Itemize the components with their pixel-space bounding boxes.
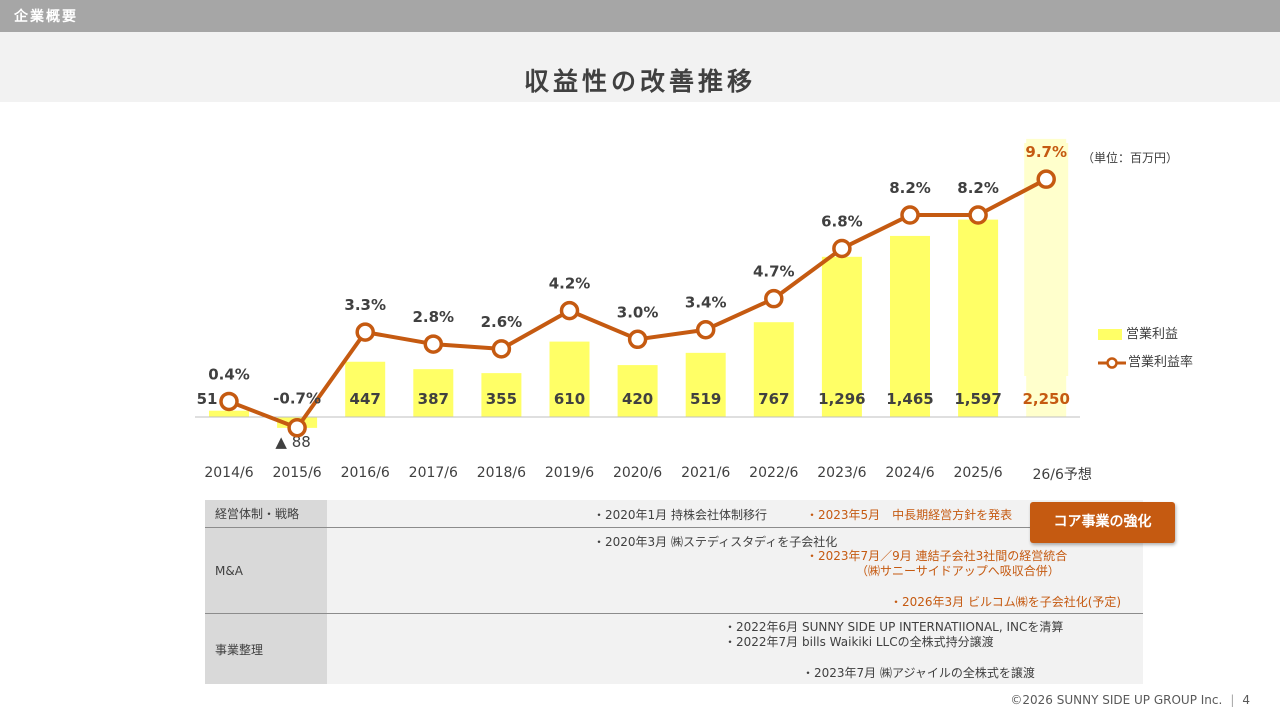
bar-2: [345, 361, 386, 417]
bar-label-12: 2,250: [1022, 390, 1069, 408]
rate-point-8: [764, 288, 784, 309]
rate-point-2: [355, 322, 375, 342]
bar-10: [890, 235, 930, 417]
section-header-bar: 企業概要: [0, 0, 1280, 32]
rate-point-12: [1036, 169, 1056, 189]
note-steady-study: ・2020年3月 ㈱ステディスタディを子会社化: [593, 535, 838, 549]
rate-label-10: 8.2%: [889, 179, 931, 197]
bar-label-0: 51: [197, 390, 218, 408]
bar-11: [958, 219, 999, 417]
page-number: 4: [1242, 693, 1250, 707]
table-row-restructuring: 事業整理: [205, 614, 1143, 684]
row-label-strategy: 経営体制・戦略: [205, 500, 327, 527]
x-tick-2: 2016/6: [341, 465, 390, 481]
x-tick-9: 2023/6: [817, 465, 866, 481]
rate-point-4: [491, 339, 512, 359]
section-label: 企業概要: [14, 9, 78, 25]
note-holding-company: ・2020年1月 持株会社体制移行: [593, 508, 767, 522]
title-band: 収益性の改善推移: [0, 32, 1280, 102]
note-midterm-policy: ・2023年5月 中長期経営方針を発表: [806, 508, 1013, 522]
bar-label-10: 1,465: [886, 390, 933, 408]
copyright: ©2026 SUNNY SIDE UP GROUP Inc.: [1010, 693, 1223, 707]
x-tick-12: 26/6予想: [1032, 467, 1091, 483]
x-tick-3: 2017/6: [409, 465, 458, 481]
bar-0: [209, 410, 249, 417]
rate-label-4: 2.6%: [481, 313, 523, 331]
legend-line-marker-icon: [1098, 356, 1126, 369]
x-tick-0: 2014/6: [204, 465, 253, 481]
x-tick-1: 2015/6: [272, 465, 321, 481]
core-business-badge: コア事業の強化: [1030, 502, 1175, 543]
rate-label-6: 3.0%: [617, 303, 659, 321]
note-billcom: ・2026年3月 ビルコム㈱を子会社化(予定): [890, 595, 1122, 609]
rate-point-6: [627, 329, 648, 350]
bar-label-11: 1,597: [954, 390, 1001, 408]
bar-label-4: 355: [486, 390, 517, 408]
x-tick-11: 2025/6: [953, 465, 1002, 481]
legend-bar: 営業利益: [1098, 323, 1178, 342]
x-tick-8: 2022/6: [749, 465, 798, 481]
bar-label-5: 610: [554, 390, 585, 408]
profit-chart: 51 ▲ 88 447 387 355 610 420 519 767 1,296 1,465 1,5…: [195, 138, 1092, 483]
unit-label: （単位：百万円）: [1082, 151, 1179, 165]
rate-point-3: [423, 334, 444, 354]
page-title: 収益性の改善推移: [523, 67, 756, 96]
table-row-strategy: 経営体制・戦略: [205, 500, 1143, 528]
bar-label-3: 387: [418, 390, 449, 408]
rate-label-0: 0.4%: [208, 365, 250, 383]
note-merger-detail: （㈱サニーサイドアップへ吸収合併）: [856, 564, 1060, 578]
x-tick-7: 2021/6: [681, 465, 730, 481]
rate-point-11: [968, 205, 988, 225]
footer: ©2026 SUNNY SIDE UP GROUP Inc. | 4: [1010, 693, 1250, 707]
rate-label-11: 8.2%: [957, 179, 999, 197]
table-row-ma: M&A: [205, 528, 1143, 614]
legend-line: 営業利益率: [1098, 351, 1193, 370]
x-tick-4: 2018/6: [477, 465, 526, 481]
bar-6: [617, 365, 658, 417]
bar-8: [753, 322, 794, 417]
rate-label-9: 6.8%: [821, 212, 863, 230]
timeline-table: 経営体制・戦略 M&A 事業整理: [205, 500, 1143, 684]
row-label-restructuring: 事業整理: [205, 614, 327, 684]
rate-label-7: 3.4%: [685, 294, 727, 312]
rate-point-7: [695, 319, 716, 340]
bar-label-2: 447: [350, 390, 381, 408]
bar-label-9: 1,296: [818, 390, 865, 408]
rate-point-10: [900, 205, 920, 225]
bar-label-7: 519: [690, 390, 721, 408]
bar-5: [549, 341, 590, 417]
rate-label-12: 9.7%: [1025, 143, 1067, 161]
bar-9: [821, 256, 862, 417]
rate-point-1: [287, 417, 307, 438]
legend-bar-label: 営業利益: [1126, 327, 1179, 342]
x-tick-6: 2020/6: [613, 465, 662, 481]
rate-point-9: [832, 238, 852, 259]
bar-label-6: 420: [622, 390, 653, 408]
bar-label-1: ▲ 88: [275, 433, 310, 451]
bar-4: [481, 373, 522, 417]
rate-point-5: [559, 300, 580, 321]
rate-point-0: [219, 391, 239, 412]
bar-7: [685, 352, 726, 417]
note-agile-transfer: ・2023年7月 ㈱アジャイルの全株式を譲渡: [802, 666, 1035, 680]
rate-label-1: -0.7%: [273, 390, 321, 408]
note-merger: ・2023年7月／9月 連結子会社3社間の経営統合: [806, 549, 1068, 563]
note-bills-transfer: ・2022年7月 bills Waikiki LLCの全株式持分譲渡: [724, 635, 994, 649]
row-label-ma: M&A: [205, 528, 327, 613]
bar-3: [413, 369, 454, 417]
rate-label-2: 3.3%: [344, 296, 386, 314]
rate-label-5: 4.2%: [549, 275, 591, 293]
note-liquidation: ・2022年6月 SUNNY SIDE UP INTERNATIIONAL, I…: [724, 620, 1064, 634]
x-tick-5: 2019/6: [545, 465, 594, 481]
x-tick-10: 2024/6: [885, 465, 934, 481]
rate-label-8: 4.7%: [753, 263, 795, 281]
bar-label-8: 767: [758, 390, 789, 408]
rate-label-3: 2.8%: [412, 308, 454, 326]
legend-line-label: 営業利益率: [1128, 355, 1194, 370]
legend-bar-swatch: [1098, 329, 1122, 340]
